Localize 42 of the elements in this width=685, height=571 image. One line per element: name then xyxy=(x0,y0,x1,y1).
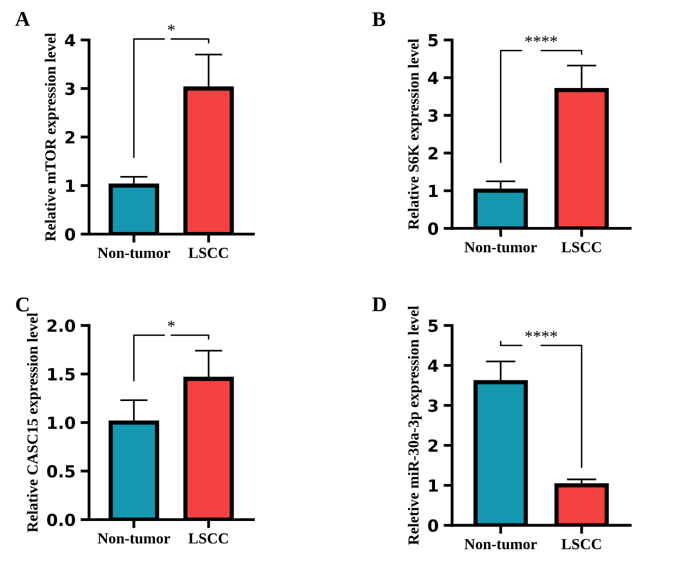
y-tick-label: 3 xyxy=(428,399,438,412)
y-tick-label: 4 xyxy=(428,72,438,84)
y-tick-label: 0.5 xyxy=(47,465,75,478)
x-tick-label: Non-tumor xyxy=(98,533,170,544)
x-tick-label: LSCC xyxy=(562,242,601,252)
y-tick-label: 0 xyxy=(65,228,76,241)
y-tick-label: 1.0 xyxy=(48,416,76,430)
y-axis-title: Relative mTOR expression level xyxy=(44,32,59,242)
y-tick-label: 2.0 xyxy=(48,319,76,332)
x-tick-label: Non-tumor xyxy=(464,539,537,550)
y-tick-label: 5 xyxy=(428,34,438,47)
y-tick-label: 0 xyxy=(428,519,438,532)
y-tick-label: 1 xyxy=(429,480,438,492)
annotation: **** xyxy=(525,36,558,42)
y-tick-label: 2 xyxy=(428,146,438,160)
y-tick-label: 5 xyxy=(428,320,438,332)
y-tick-label: 4 xyxy=(428,360,438,372)
y-tick-label: 1 xyxy=(429,184,438,198)
y-tick-label: 3 xyxy=(428,109,438,122)
y-tick-label: 2 xyxy=(428,439,438,452)
y-tick-label: 3 xyxy=(65,82,75,96)
y-tick-label: 0.0 xyxy=(47,514,76,526)
chart-title: B xyxy=(372,12,386,26)
y-axis-title: Relative S6K expression level xyxy=(408,38,422,230)
x-tick-label: Non-tumor xyxy=(98,248,170,258)
chart-title: D xyxy=(372,298,386,312)
x-tick-label: LSCC xyxy=(562,539,601,550)
x-tick-label: LSCC xyxy=(188,533,228,544)
y-axis-title: Reletive miR-30a-3p expression level xyxy=(408,306,422,545)
chart-title: A xyxy=(15,12,30,26)
annotation: **** xyxy=(525,330,558,338)
chart-title: C xyxy=(16,298,29,312)
y-tick-label: 0 xyxy=(428,222,438,235)
y-axis-title: Relative CASC15 expression level xyxy=(26,312,41,532)
x-tick-label: Non-tumor xyxy=(464,242,537,252)
text: * xyxy=(168,24,175,31)
x-tick-label: LSCC xyxy=(188,248,228,258)
y-tick-label: 4 xyxy=(65,34,76,46)
y-tick-label: 1.5 xyxy=(48,368,75,381)
y-tick-label: 2 xyxy=(66,131,74,144)
annotation: * xyxy=(168,320,175,327)
y-tick-label: 1 xyxy=(66,180,75,192)
